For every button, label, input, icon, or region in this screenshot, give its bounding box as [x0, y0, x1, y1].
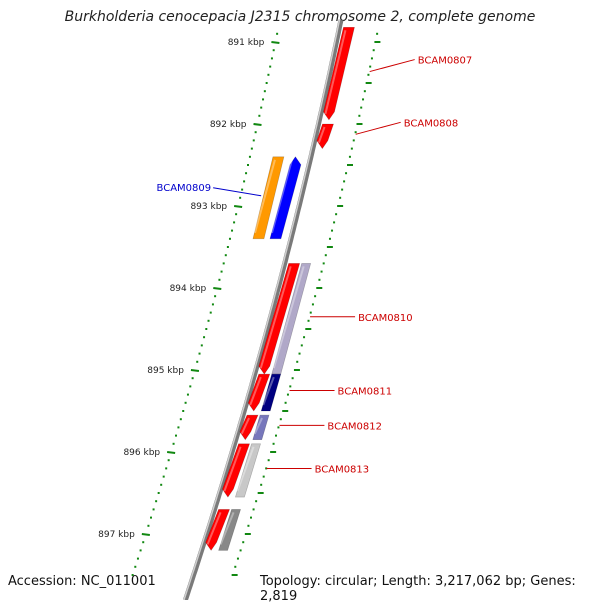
tick-major: [271, 41, 280, 44]
gene-feature-shading: [259, 266, 292, 369]
accession-text: Accession: NC_011001: [8, 574, 156, 589]
gene-feature[interactable]: [222, 443, 251, 498]
gene-feature[interactable]: [252, 414, 270, 441]
gene-feature[interactable]: [316, 123, 334, 150]
tick-major: [190, 369, 200, 372]
tick-major: [141, 533, 150, 536]
gene-feature-shading: [223, 446, 242, 492]
tick-major: [253, 123, 262, 126]
gene-label[interactable]: BCAM0811: [338, 387, 393, 398]
gene-feature-shading: [262, 376, 275, 406]
gene-label[interactable]: BCAM0813: [315, 464, 370, 475]
gene-feature-shading: [272, 266, 305, 369]
gene-feature-shading: [240, 417, 250, 435]
gene-label[interactable]: BCAM0812: [327, 421, 382, 432]
tick-label: 894 kbp: [170, 284, 207, 294]
tick-major: [213, 287, 222, 290]
gene-feature[interactable]: [247, 373, 271, 412]
gene-callout-line: [369, 59, 415, 73]
gene-feature-shading: [249, 376, 262, 406]
gene-feature[interactable]: [234, 443, 261, 498]
gene-feature[interactable]: [239, 414, 259, 441]
gene-feature-shading: [324, 30, 347, 115]
gene-feature[interactable]: [205, 509, 231, 551]
tick-label: 897 kbp: [98, 530, 135, 540]
gene-feature[interactable]: [260, 373, 282, 412]
tick-label: 893 kbp: [190, 202, 227, 212]
tick-label: 891 kbp: [228, 38, 265, 48]
gene-feature[interactable]: [258, 263, 301, 375]
gene-label[interactable]: BCAM0808: [404, 118, 459, 129]
tick-major: [167, 451, 176, 454]
tick-label: 892 kbp: [210, 120, 247, 130]
gene-feature[interactable]: [252, 156, 285, 240]
gene-feature-shading: [236, 446, 255, 492]
gene-callout-line: [355, 121, 401, 135]
gene-feature-shading: [206, 512, 222, 545]
gene-feature-shading: [271, 159, 293, 234]
tick-label: 896 kbp: [123, 448, 160, 458]
gene-feature[interactable]: [269, 156, 302, 240]
tick-label: 895 kbp: [147, 366, 184, 376]
gene-feature-shading: [253, 417, 263, 435]
gene-feature[interactable]: [323, 26, 355, 121]
map-title: Burkholderia cenocepacia J2315 chromosom…: [64, 9, 536, 25]
gene-callout-line: [213, 187, 262, 197]
gene-label[interactable]: BCAM0807: [418, 56, 473, 67]
gene-label[interactable]: BCAM0810: [358, 313, 413, 324]
chromosome-backbone-highlight: [183, 19, 341, 600]
gene-feature-shading: [219, 512, 235, 545]
gene-feature[interactable]: [218, 509, 241, 551]
gene-feature-shading: [317, 126, 326, 143]
gene-label[interactable]: BCAM0809: [157, 183, 212, 194]
chromosome-backbone: [183, 19, 344, 600]
tick-major: [234, 205, 243, 208]
gene-feature-shading: [254, 159, 276, 234]
